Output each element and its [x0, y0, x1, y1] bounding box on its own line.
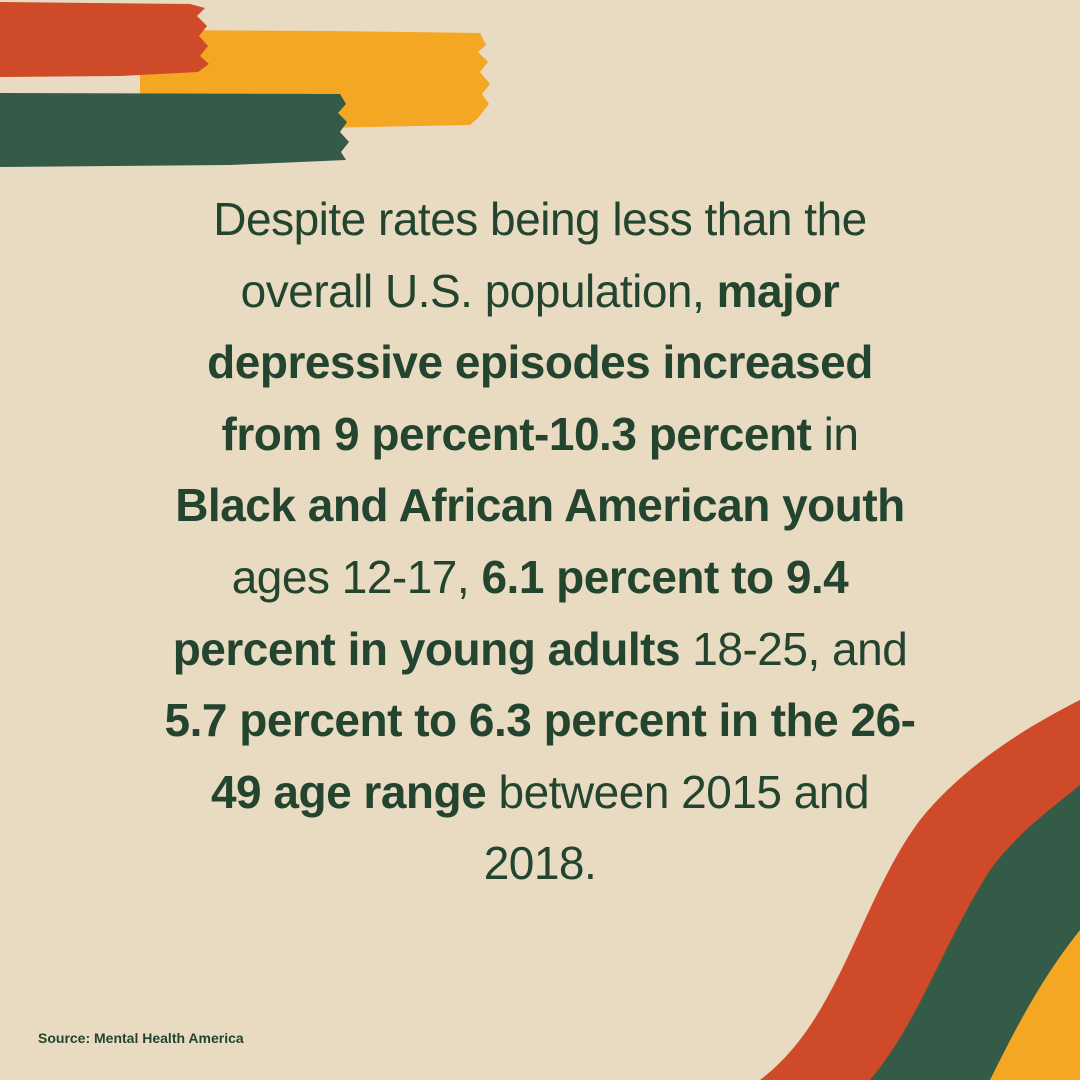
- statement-segment-bold: 5.7 percent to 6.3 percent in the 26-49 …: [164, 694, 916, 818]
- red-brush-stroke: [0, 2, 209, 77]
- yellow-wave-stripe: [990, 930, 1080, 1080]
- green-wave-stripe: [870, 785, 1080, 1080]
- green-brush-stroke: [0, 93, 349, 167]
- main-statement: Despite rates being less than the overal…: [160, 184, 920, 900]
- statement-segment-bold: major depressive episodes increased from…: [207, 264, 873, 460]
- statement-segment: 18-25, and: [680, 622, 908, 675]
- statement-segment-bold: Black and African American youth: [175, 479, 905, 532]
- statement-segment: Despite rates being less than the overal…: [213, 193, 867, 317]
- statement-segment: between 2015 and 2018.: [483, 765, 870, 890]
- statement-segment-bold: 6.1 percent to 9.4 percent in young adul…: [172, 550, 849, 675]
- statement-segment: ages 12-17,: [231, 550, 482, 603]
- source-credit: Source: Mental Health America: [38, 1030, 244, 1046]
- brush-stroke-decoration: [0, 2, 490, 167]
- statement-segment: in: [811, 407, 859, 460]
- wave-stripes-decoration: [760, 700, 1080, 1080]
